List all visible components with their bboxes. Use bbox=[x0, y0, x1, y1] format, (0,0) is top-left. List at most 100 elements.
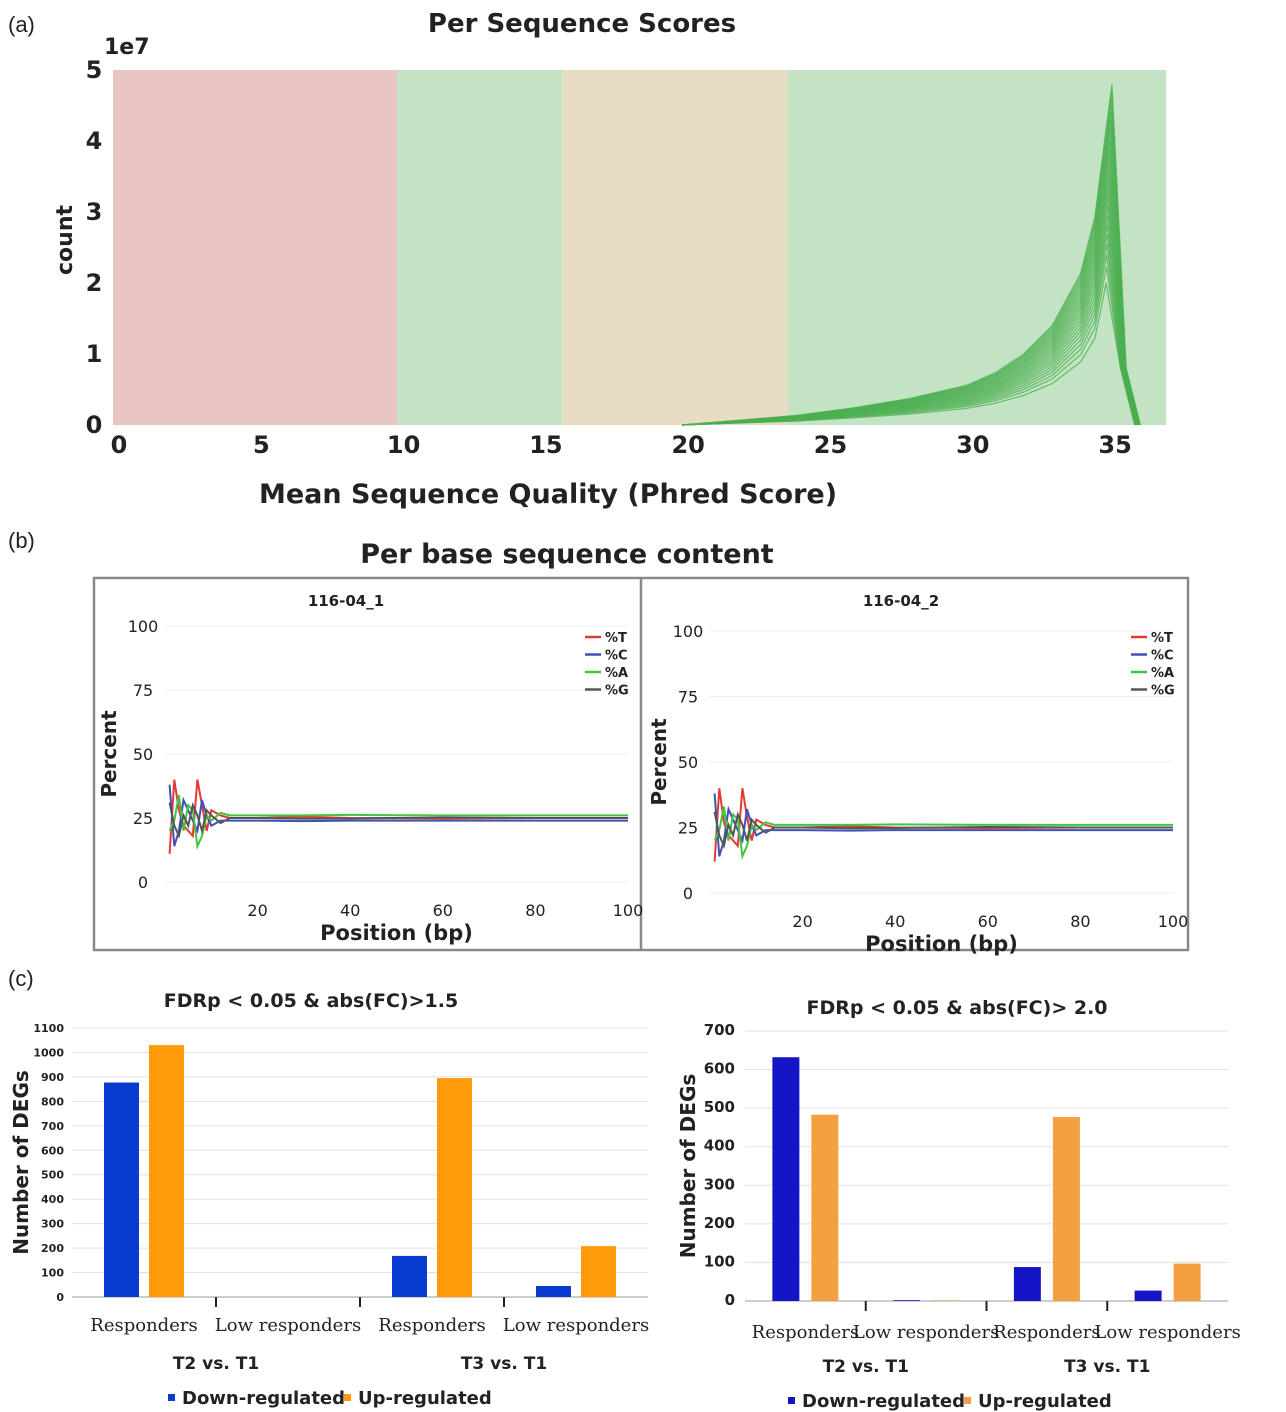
series-line-a bbox=[713, 806, 1173, 861]
y-tick-1: 25 bbox=[678, 819, 698, 838]
legend-label-0: %T bbox=[1151, 631, 1173, 646]
y-tick-5: 5 bbox=[86, 56, 103, 84]
category-label-0: Responders bbox=[90, 1315, 197, 1336]
x-axis-label: Position (bp) bbox=[865, 932, 1018, 956]
x-tick-4: 100 bbox=[1158, 912, 1189, 931]
bar-downregulated-2 bbox=[392, 1255, 427, 1297]
legend-label-0: Down-regulated bbox=[182, 1388, 345, 1409]
y-tick-1: 25 bbox=[133, 809, 153, 828]
category-label-0: Responders bbox=[752, 1322, 859, 1343]
series-line-g bbox=[168, 802, 628, 840]
category-label-2: Responders bbox=[378, 1315, 485, 1336]
x-tick-3: 80 bbox=[1070, 912, 1090, 931]
y-tick-8: 800 bbox=[41, 1095, 64, 1108]
y-tick-3: 300 bbox=[704, 1175, 735, 1193]
y-tick-11: 1100 bbox=[33, 1022, 64, 1035]
x-tick-1: 40 bbox=[340, 901, 360, 920]
legend-swatch-1 bbox=[964, 1397, 971, 1404]
x-tick-2: 10 bbox=[387, 431, 420, 459]
legend-label-0: Down-regulated bbox=[802, 1391, 965, 1412]
legend-label-3: %G bbox=[605, 684, 629, 699]
legend-label-0: %T bbox=[605, 631, 627, 646]
bar-downregulated-3 bbox=[536, 1285, 571, 1297]
x-tick-6: 30 bbox=[956, 431, 989, 459]
subplot-title: 116-04_2 bbox=[863, 592, 939, 610]
category-label-2: Responders bbox=[993, 1322, 1100, 1343]
x-tick-0: 0 bbox=[111, 431, 128, 459]
y-tick-4: 400 bbox=[704, 1137, 735, 1155]
bar-upregulated-3 bbox=[1173, 1263, 1201, 1301]
bar-upregulated-0 bbox=[811, 1114, 839, 1301]
x-tick-1: 40 bbox=[885, 912, 905, 931]
legend-swatch-0 bbox=[788, 1397, 795, 1404]
bar-upregulated-2 bbox=[437, 1078, 472, 1297]
category-label-1: Low responders bbox=[215, 1315, 361, 1336]
chart-title: FDRp < 0.05 & abs(FC)>1.5 bbox=[164, 990, 458, 1012]
series-line-c bbox=[168, 784, 628, 847]
y-tick-2: 200 bbox=[704, 1214, 735, 1232]
panel-c1-chart: FDRp < 0.05 & abs(FC)>1.5 0 100 200 300 400 50… bbox=[9, 990, 649, 1409]
y-tick-6: 600 bbox=[704, 1060, 735, 1078]
y-tick-3: 3 bbox=[86, 198, 103, 226]
y-tick-0: 0 bbox=[725, 1291, 735, 1309]
x-tick-3: 15 bbox=[529, 431, 562, 459]
x-tick-1: 5 bbox=[253, 431, 270, 459]
y-tick-1: 100 bbox=[704, 1252, 735, 1270]
x-tick-4: 100 bbox=[613, 901, 644, 920]
y-tick-1: 1 bbox=[86, 340, 103, 368]
y-axis-label: Number of DEGs bbox=[676, 1074, 700, 1259]
y-tick-5: 500 bbox=[41, 1169, 64, 1182]
chart-title: FDRp < 0.05 & abs(FC)> 2.0 bbox=[806, 997, 1107, 1019]
category-label-1: Low responders bbox=[853, 1322, 999, 1343]
y-axis-label: Percent bbox=[647, 718, 671, 806]
x-tick-5: 25 bbox=[814, 431, 847, 459]
legend-label-1: Up-regulated bbox=[978, 1391, 1112, 1412]
y-tick-labels: 0 1 2 3 4 5 bbox=[86, 56, 103, 439]
y-tick-5: 500 bbox=[704, 1098, 735, 1116]
group-label-0: T2 vs. T1 bbox=[173, 1354, 259, 1374]
x-tick-2: 60 bbox=[978, 912, 998, 931]
group-label-1: T3 vs. T1 bbox=[1064, 1357, 1150, 1377]
x-tick-0: 20 bbox=[792, 912, 812, 931]
panel-b1-chart: 116-04_1 0 25 50 75 100 20 40 60 80 100 Position (b… bbox=[97, 592, 643, 945]
panel-c2-chart: FDRp < 0.05 & abs(FC)> 2.0 0 100 200 300 400 5… bbox=[676, 997, 1241, 1412]
x-tick-0: 20 bbox=[247, 901, 267, 920]
y-tick-9: 900 bbox=[41, 1071, 64, 1084]
y-tick-7: 700 bbox=[41, 1120, 64, 1133]
group-label-1: T3 vs. T1 bbox=[461, 1354, 547, 1374]
y-tick-4: 100 bbox=[673, 622, 704, 641]
bar-downregulated-3 bbox=[1134, 1290, 1162, 1301]
quality-band-0 bbox=[113, 70, 398, 425]
y-tick-3: 75 bbox=[678, 688, 698, 707]
legend-label-3: %G bbox=[1151, 684, 1175, 699]
y-axis-label: Percent bbox=[97, 710, 121, 798]
category-label-3: Low responders bbox=[503, 1315, 649, 1336]
y-tick-0: 0 bbox=[86, 411, 103, 439]
y-tick-6: 600 bbox=[41, 1144, 64, 1157]
x-tick-7: 35 bbox=[1098, 431, 1131, 459]
y-tick-0: 0 bbox=[56, 1291, 64, 1304]
quality-lines bbox=[682, 84, 1142, 426]
category-label-3: Low responders bbox=[1094, 1322, 1240, 1343]
bar-upregulated-0 bbox=[149, 1045, 184, 1297]
x-tick-2: 60 bbox=[433, 901, 453, 920]
y-exponent-label: 1e7 bbox=[104, 35, 150, 60]
legend-label-2: %A bbox=[605, 666, 628, 681]
y-tick-1: 100 bbox=[41, 1267, 64, 1280]
y-tick-2: 200 bbox=[41, 1242, 64, 1255]
y-tick-4: 100 bbox=[128, 617, 159, 636]
quality-band-2 bbox=[562, 70, 788, 425]
legend-label-1: %C bbox=[605, 649, 628, 664]
y-tick-2: 2 bbox=[86, 269, 103, 297]
y-tick-4: 400 bbox=[41, 1193, 64, 1206]
y-tick-3: 75 bbox=[133, 681, 153, 700]
y-tick-10: 1000 bbox=[33, 1046, 64, 1059]
x-axis-label: Mean Sequence Quality (Phred Score) bbox=[259, 479, 837, 510]
bar-upregulated-3 bbox=[581, 1246, 616, 1297]
group-label-0: T2 vs. T1 bbox=[823, 1357, 909, 1377]
subplot-title: 116-04_1 bbox=[308, 592, 384, 610]
y-axis-label: count bbox=[53, 205, 78, 275]
panel-label-a: (a) bbox=[8, 12, 35, 37]
y-tick-0: 0 bbox=[683, 884, 693, 903]
